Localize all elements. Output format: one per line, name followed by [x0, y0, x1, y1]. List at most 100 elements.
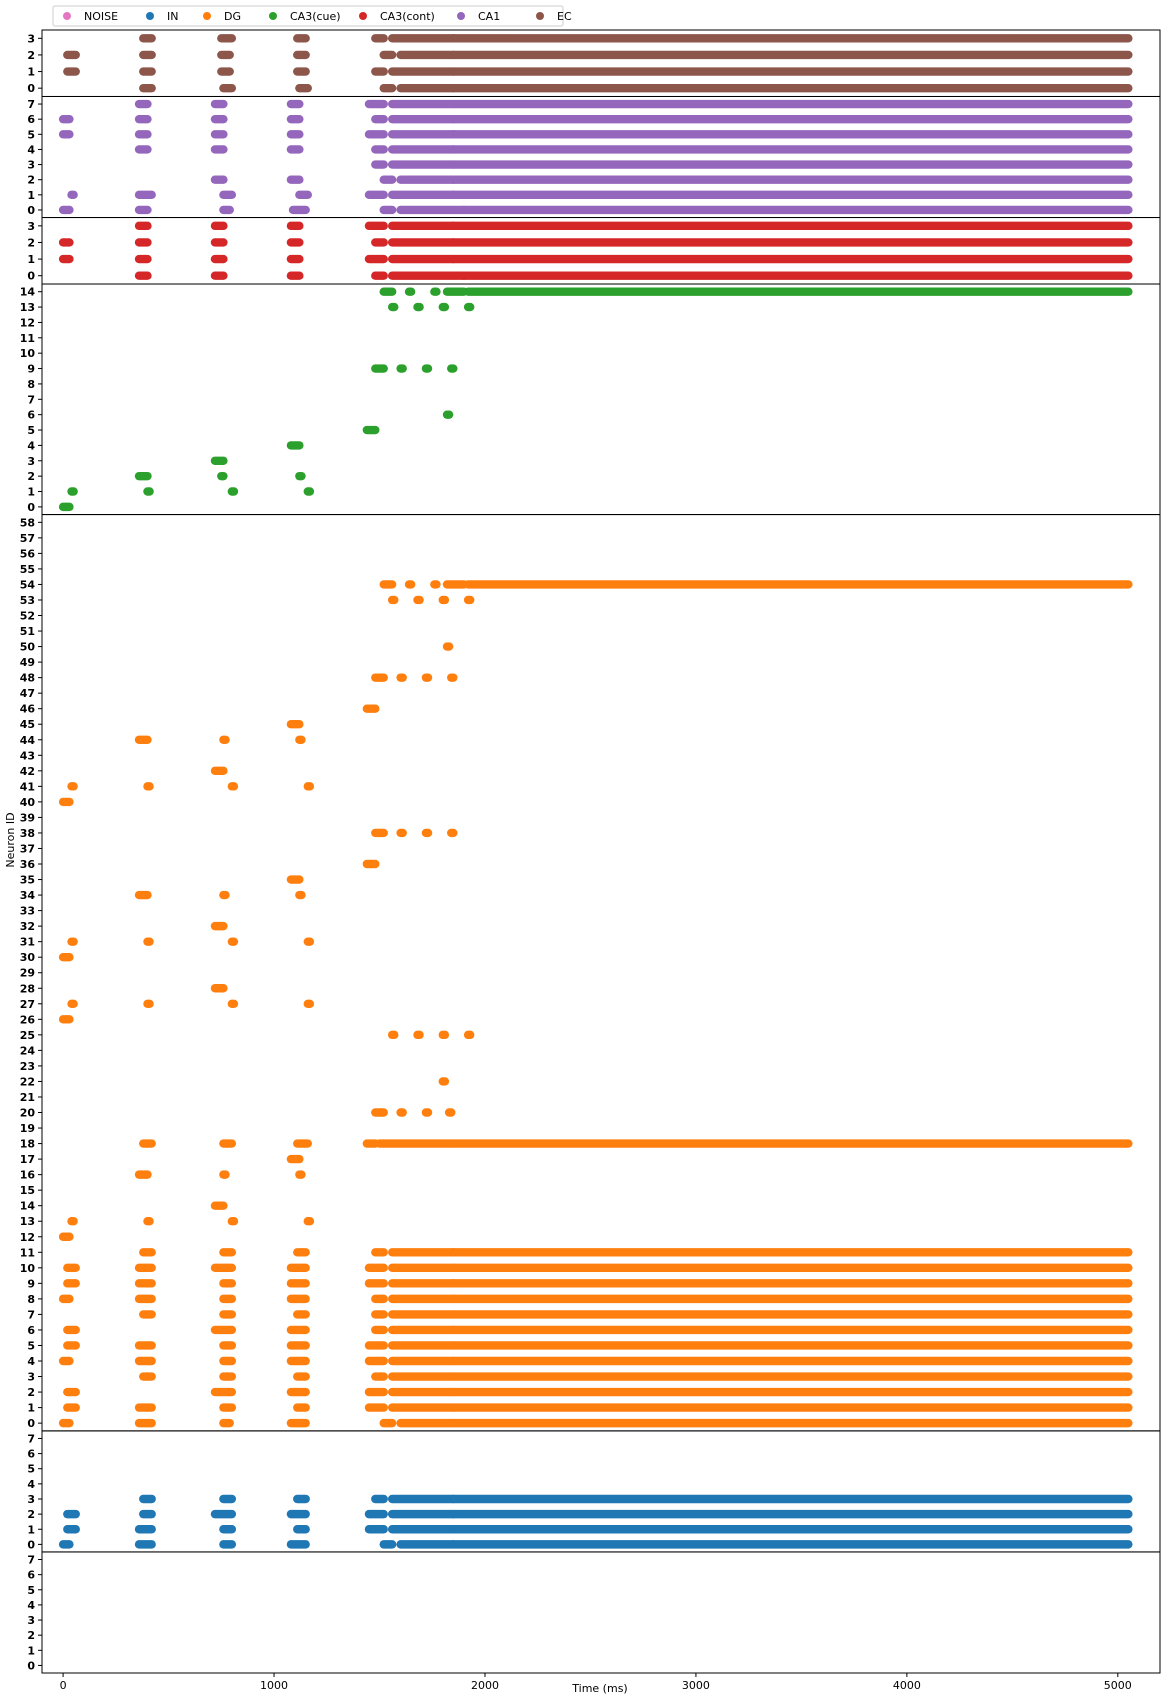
y-tick-label: 47 — [20, 687, 35, 700]
y-tick-label: 57 — [20, 532, 35, 545]
y-tick-label: 45 — [20, 718, 35, 731]
y-tick-label: 18 — [20, 1138, 35, 1151]
y-tick-label: 6 — [27, 1569, 35, 1582]
y-tick-label: 36 — [20, 858, 36, 871]
y-tick-label: 7 — [27, 1554, 35, 1567]
legend-label-ca3-cont: CA3(cont) — [380, 10, 435, 23]
legend-marker-ec — [536, 12, 544, 20]
y-tick-label: 31 — [20, 936, 35, 949]
y-tick-label: 2 — [27, 236, 35, 249]
legend-marker-in — [146, 12, 154, 20]
y-tick-label: 24 — [20, 1044, 36, 1057]
y-tick-label: 20 — [20, 1107, 36, 1120]
y-tick-label: 32 — [20, 920, 35, 933]
y-tick-label: 3 — [27, 1614, 35, 1627]
y-tick-label: 27 — [20, 998, 35, 1011]
y-tick-label: 2 — [27, 49, 35, 62]
y-tick-label: 23 — [20, 1060, 35, 1073]
y-tick-label: 34 — [20, 889, 36, 902]
y-tick-label: 40 — [20, 796, 36, 809]
y-tick-label: 6 — [27, 113, 35, 126]
y-tick-label: 39 — [20, 811, 35, 824]
y-tick-label: 0 — [27, 270, 35, 283]
legend-marker-ca1 — [457, 12, 465, 20]
y-tick-label: 2 — [27, 1629, 35, 1642]
y-tick-label: 50 — [20, 641, 36, 654]
y-tick-label: 0 — [27, 82, 35, 95]
y-tick-label: 38 — [20, 827, 35, 840]
y-tick-label: 29 — [20, 967, 35, 980]
x-tick-label: 2000 — [471, 1679, 499, 1692]
legend-label-dg: DG — [224, 10, 241, 23]
x-tick-label: 1000 — [260, 1679, 288, 1692]
y-tick-label: 11 — [20, 332, 35, 345]
y-tick-label: 28 — [20, 982, 35, 995]
y-tick-label: 15 — [20, 1184, 35, 1197]
y-tick-label: 0 — [27, 501, 35, 514]
y-tick-label: 49 — [20, 656, 35, 669]
y-tick-label: 6 — [27, 409, 35, 422]
y-tick-label: 55 — [20, 563, 35, 576]
y-tick-label: 10 — [20, 347, 36, 360]
y-tick-label: 4 — [27, 1599, 35, 1612]
y-axis-title: Neuron ID — [4, 812, 17, 867]
y-tick-label: 5 — [27, 1584, 35, 1597]
legend-label-ec: EC — [557, 10, 572, 23]
y-tick-label: 4 — [27, 143, 35, 156]
y-tick-label: 13 — [20, 1215, 35, 1228]
panel-ca1: 0 1 2 3 4 5 6 7 — [27, 95, 1161, 219]
y-tick-label: 21 — [20, 1091, 35, 1104]
y-tick-label: 3 — [27, 32, 35, 45]
legend-label-in: IN — [167, 10, 178, 23]
x-axis: 0 1000 2000 3000 4000 5000 — [60, 1673, 1132, 1692]
y-tick-label: 0 — [27, 1659, 35, 1672]
x-tick-label: 0 — [60, 1679, 67, 1692]
panels: 0123012345670123012345678910111213140123… — [20, 29, 1161, 1674]
y-tick-label: 5 — [27, 1463, 35, 1476]
y-tick-label: 7 — [27, 98, 35, 111]
y-tick-label: 2 — [27, 470, 35, 483]
legend-label-noise: NOISE — [84, 10, 118, 23]
y-tick-label: 11 — [20, 1246, 35, 1259]
legend-marker-ca3-cue — [269, 12, 277, 20]
y-tick-label: 54 — [20, 578, 36, 591]
y-tick-label: 12 — [20, 316, 35, 329]
panel-ec: 0 1 2 3 — [27, 29, 1161, 97]
y-tick-label: 1 — [27, 189, 35, 202]
legend: NOISE IN DG CA3(cue) CA3(cont) CA1 EC — [52, 5, 572, 27]
y-tick-label: 1 — [27, 486, 35, 499]
y-tick-label: 46 — [20, 703, 36, 716]
legend-frame — [52, 5, 564, 27]
y-tick-label: 44 — [20, 734, 36, 747]
y-tick-label: 5 — [27, 128, 35, 141]
y-tick-label: 12 — [20, 1231, 35, 1244]
y-tick-label: 2 — [27, 174, 35, 187]
y-tick-label: 3 — [27, 159, 35, 172]
y-tick-label: 2 — [27, 1508, 35, 1521]
legend-marker-ca3-cont — [359, 12, 367, 20]
y-tick-label: 3 — [27, 220, 35, 233]
y-tick-label: 2 — [27, 1386, 35, 1399]
y-tick-label: 1 — [27, 253, 35, 266]
panel-noise: 0 1 2 3 4 5 6 7 — [27, 1551, 1161, 1674]
y-tick-label: 9 — [27, 363, 35, 376]
y-tick-label: 22 — [20, 1075, 35, 1088]
y-tick-label: 16 — [20, 1169, 36, 1182]
y-tick-label: 1 — [27, 1644, 35, 1657]
y-tick-label: 5 — [27, 424, 35, 437]
y-tick-label: 48 — [20, 672, 35, 685]
y-tick-label: 5 — [27, 1339, 35, 1352]
y-tick-label: 41 — [20, 780, 35, 793]
y-tick-label: 9 — [27, 1277, 35, 1290]
y-tick-label: 4 — [27, 1478, 35, 1491]
y-tick-label: 19 — [20, 1122, 35, 1135]
y-tick-label: 0 — [27, 1417, 35, 1430]
y-tick-label: 25 — [20, 1029, 35, 1042]
y-tick-label: 14 — [20, 286, 36, 299]
y-tick-label: 53 — [20, 594, 35, 607]
y-tick-label: 0 — [27, 1538, 35, 1551]
y-tick-label: 26 — [20, 1013, 36, 1026]
y-tick-label: 3 — [27, 1371, 35, 1384]
